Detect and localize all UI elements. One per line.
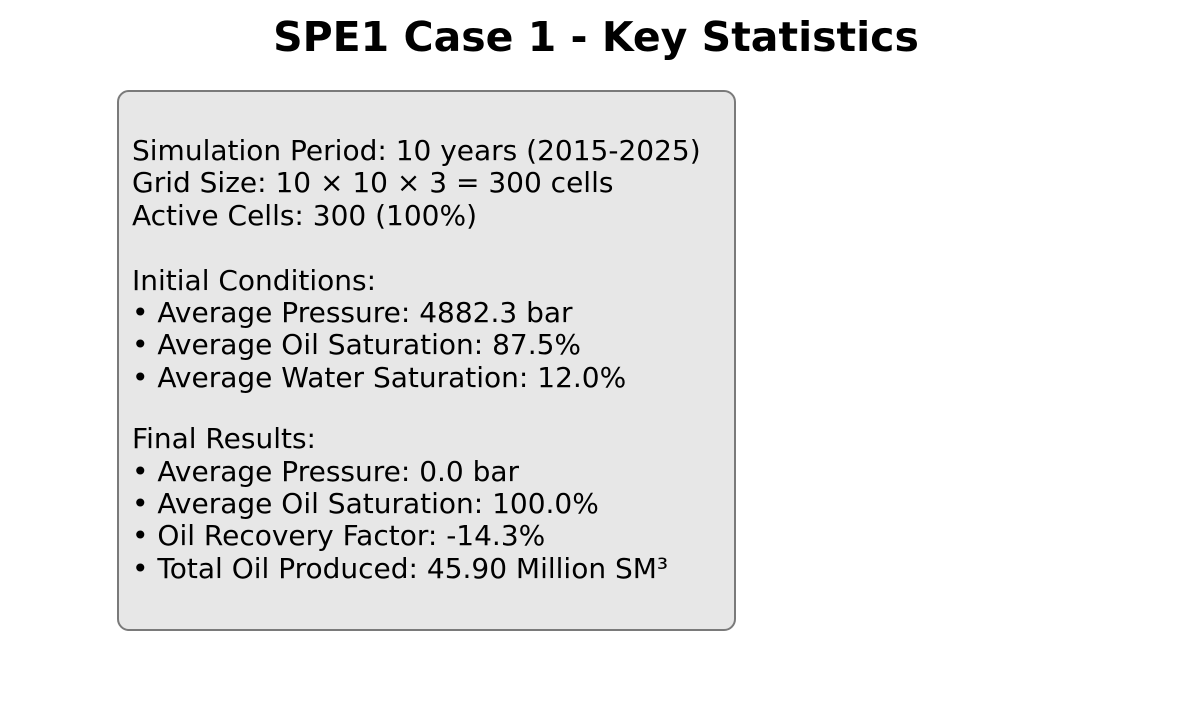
oil-recovery-factor: • Oil Recovery Factor: -14.3% xyxy=(132,519,546,553)
initial-average-water-saturation: • Average Water Saturation: 12.0% xyxy=(132,360,627,394)
final-average-oil-saturation: • Average Oil Saturation: 100.0% xyxy=(132,486,599,520)
final-results-heading: Final Results: xyxy=(132,422,316,456)
initial-average-pressure: • Average Pressure: 4882.3 bar xyxy=(132,295,573,329)
grid-size-text: Grid Size: 10 × 10 × 3 = 300 cells xyxy=(132,166,614,200)
section-spacer xyxy=(132,394,734,423)
section-spacer xyxy=(132,232,734,264)
initial-average-oil-saturation: • Average Oil Saturation: 87.5% xyxy=(132,328,582,362)
active-cells-text: Active Cells: 300 (100%) xyxy=(132,198,478,232)
total-oil-produced: • Total Oil Produced: 45.90 Million SM³ xyxy=(132,551,669,585)
page-title: SPE1 Case 1 - Key Statistics xyxy=(273,13,919,61)
final-average-pressure: • Average Pressure: 0.0 bar xyxy=(132,454,520,488)
initial-conditions-heading: Initial Conditions: xyxy=(132,263,377,297)
key-statistics-box: Simulation Period: 10 years (2015-2025) … xyxy=(117,90,736,631)
simulation-period-text: Simulation Period: 10 years (2015-2025) xyxy=(132,134,701,167)
